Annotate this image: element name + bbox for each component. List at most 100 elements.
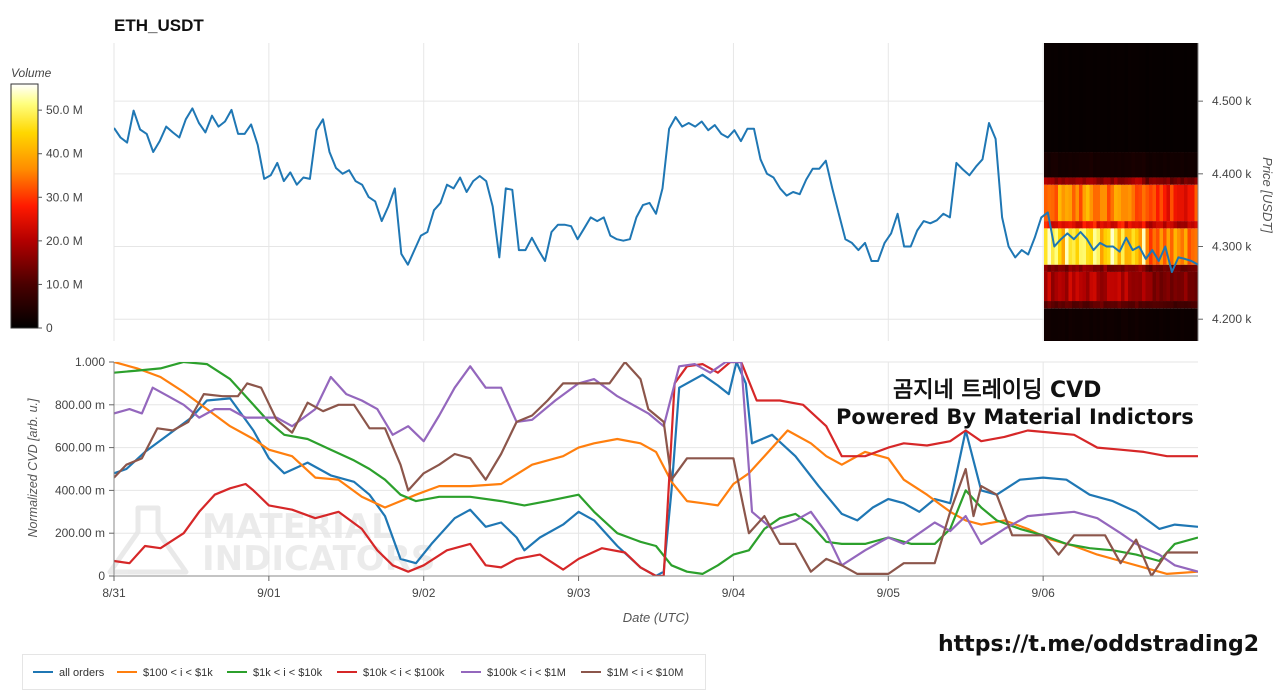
heatmap-cell xyxy=(1044,184,1049,222)
legend-swatch xyxy=(117,671,137,674)
heatmap-cell xyxy=(1138,308,1143,341)
heatmap-cell xyxy=(1145,228,1150,265)
legend-swatch xyxy=(461,671,481,674)
heatmap-cell xyxy=(1054,177,1059,185)
heatmap-cell xyxy=(1058,271,1063,302)
heatmap-cell xyxy=(1152,43,1157,153)
heatmap-cell xyxy=(1079,177,1084,185)
heatmap-cell xyxy=(1152,221,1157,229)
heatmap-cell xyxy=(1194,228,1198,265)
cvd-series-line xyxy=(114,362,1198,576)
heatmap-cell xyxy=(1096,152,1101,178)
legend-item-1m-10m[interactable]: $1M < i < $10M xyxy=(581,667,683,679)
heatmap-cell xyxy=(1054,221,1059,229)
flask-icon xyxy=(107,505,189,575)
heatmap-cell xyxy=(1058,177,1063,185)
heatmap-cell xyxy=(1156,43,1161,153)
heatmap-cell xyxy=(1096,301,1101,309)
heatmap-cell xyxy=(1173,301,1178,309)
heatmap-cell xyxy=(1121,177,1126,185)
page-title: ETH_USDT xyxy=(114,16,204,35)
heatmap-cell xyxy=(1170,184,1175,222)
heatmap-cell xyxy=(1079,43,1084,153)
heatmap-cell xyxy=(1065,221,1070,229)
heatmap-cell xyxy=(1086,301,1091,309)
heatmap-cell xyxy=(1121,301,1126,309)
heatmap-cell xyxy=(1086,264,1091,272)
heatmap-cell xyxy=(1152,152,1157,178)
heatmap-cell xyxy=(1191,301,1196,309)
colorbar xyxy=(10,83,39,329)
telegram-link[interactable]: https://t.me/oddstrading2 xyxy=(938,632,1260,657)
cvd-y-tick-label: 0 xyxy=(98,569,105,583)
legend-item-100k-1m[interactable]: $100k < i < $1M xyxy=(461,667,566,679)
heatmap-cell xyxy=(1047,184,1052,222)
heatmap-cell xyxy=(1058,301,1063,309)
heatmap-cell xyxy=(1177,301,1182,309)
overlay-title: 곰지네 트레이딩 CVD xyxy=(893,378,1102,403)
heatmap-cell xyxy=(1044,152,1049,178)
heatmap-cell xyxy=(1075,228,1080,265)
heatmap-cell xyxy=(1180,43,1185,153)
heatmap-cell xyxy=(1142,271,1147,302)
colorbar-tick-label: 50.0 M xyxy=(46,103,83,117)
legend-item-10k-100k[interactable]: $10k < i < $100k xyxy=(337,667,444,679)
heatmap-cell xyxy=(1110,308,1115,341)
heatmap-cell xyxy=(1149,152,1154,178)
heatmap-cell xyxy=(1079,271,1084,302)
heatmap-cell xyxy=(1163,177,1168,185)
colorbar-tick-label: 10.0 M xyxy=(46,277,83,291)
heatmap-cell xyxy=(1166,228,1171,265)
heatmap-cell xyxy=(1075,221,1080,229)
cvd-x-tick-label: 9/04 xyxy=(722,586,746,600)
heatmap-cell xyxy=(1128,184,1133,222)
heatmap-cell xyxy=(1187,43,1192,153)
heatmap-cell xyxy=(1163,221,1168,229)
heatmap-cell xyxy=(1058,228,1063,265)
heatmap-cell xyxy=(1159,43,1164,153)
heatmap-cell xyxy=(1145,301,1150,309)
heatmap-cell xyxy=(1173,152,1178,178)
heatmap-cell xyxy=(1128,301,1133,309)
heatmap-cell xyxy=(1194,152,1198,178)
colorbar-tick-label: 30.0 M xyxy=(46,190,83,204)
price-grid xyxy=(113,43,1198,341)
heatmap-cell xyxy=(1068,221,1073,229)
heatmap-cell xyxy=(1093,264,1098,272)
heatmap-cell xyxy=(1152,177,1157,185)
heatmap-cell xyxy=(1103,177,1108,185)
heatmap-cell xyxy=(1075,177,1080,185)
heatmap-cell xyxy=(1061,228,1066,265)
legend-item-1k-10k[interactable]: $1k < i < $10k xyxy=(227,667,322,679)
heatmap-cell xyxy=(1114,177,1119,185)
heatmap-cell xyxy=(1170,221,1175,229)
heatmap-cell xyxy=(1184,43,1189,153)
price-y-tick-label: 4.500 k xyxy=(1212,94,1252,108)
heatmap-cell xyxy=(1187,308,1192,341)
heatmap-cell xyxy=(1072,271,1077,302)
heatmap-cell xyxy=(1096,264,1101,272)
heatmap-cell xyxy=(1138,43,1143,153)
heatmap-cell xyxy=(1124,301,1129,309)
heatmap-cell xyxy=(1163,308,1168,341)
legend-item-all-orders[interactable]: all orders xyxy=(33,667,104,679)
heatmap-cell xyxy=(1142,221,1147,229)
heatmap-cell xyxy=(1110,177,1115,185)
legend-label: $100k < i < $1M xyxy=(487,667,566,679)
heatmap-cell xyxy=(1047,152,1052,178)
heatmap-cell xyxy=(1163,43,1168,153)
heatmap-cell xyxy=(1177,152,1182,178)
heatmap-cell xyxy=(1086,184,1091,222)
heatmap-cell xyxy=(1159,301,1164,309)
heatmap-cell xyxy=(1054,43,1059,153)
heatmap-cell xyxy=(1054,264,1059,272)
heatmap-cell xyxy=(1187,177,1192,185)
heatmap-cell xyxy=(1156,221,1161,229)
legend-item-100-1k[interactable]: $100 < i < $1k xyxy=(117,667,213,679)
heatmap-cell xyxy=(1159,308,1164,341)
price-panel-frame xyxy=(114,43,1198,341)
heatmap-cell xyxy=(1079,228,1084,265)
heatmap-cell xyxy=(1093,308,1098,341)
cvd-x-tick-label: 8/31 xyxy=(102,586,126,600)
